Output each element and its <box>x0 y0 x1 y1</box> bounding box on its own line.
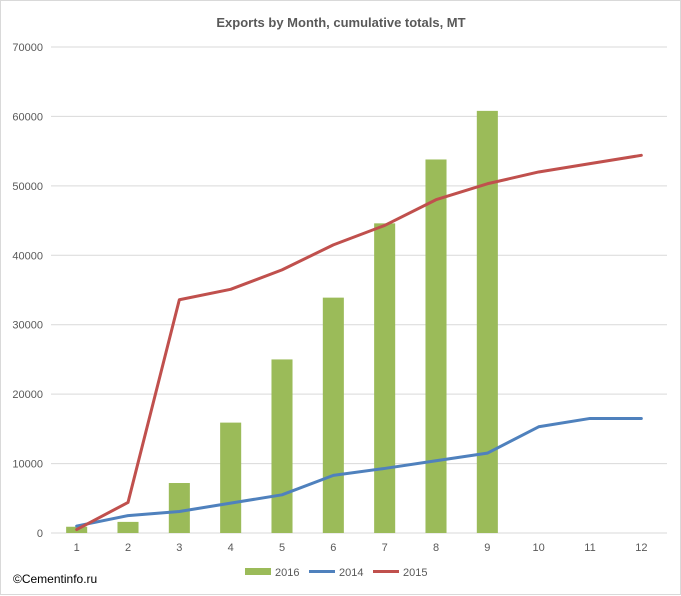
chart-title: Exports by Month, cumulative totals, MT <box>216 15 465 30</box>
y-axis-ticks: 0 10000 20000 30000 40000 50000 60000 70000 <box>12 42 43 540</box>
bar-2016 <box>271 359 293 533</box>
y-tick-label: 40000 <box>12 250 43 262</box>
x-tick-label: 2 <box>125 542 131 554</box>
bar-series <box>66 110 498 534</box>
copyright-label: ©Cementinfo.ru <box>13 572 97 586</box>
x-tick-label: 7 <box>382 542 388 554</box>
y-tick-label: 10000 <box>12 459 43 471</box>
line-2015 <box>75 153 643 532</box>
y-tick-label: 60000 <box>12 111 43 123</box>
y-tick-label: 70000 <box>12 42 43 54</box>
y-tick-label: 50000 <box>12 181 43 193</box>
line-2014 <box>75 416 643 528</box>
x-tick-label: 6 <box>330 542 336 554</box>
bar-2016 <box>425 159 447 533</box>
x-tick-label: 1 <box>74 542 80 554</box>
x-tick-label: 9 <box>484 542 490 554</box>
legend-item-2014: 2014 <box>309 567 363 579</box>
y-tick-label: 0 <box>37 528 43 540</box>
legend-label: 2014 <box>339 567 363 579</box>
bar-2016 <box>476 110 498 534</box>
bar-2016 <box>322 297 344 533</box>
legend-label: 2016 <box>275 567 299 579</box>
bar-2016 <box>374 223 396 533</box>
x-tick-label: 4 <box>228 542 234 554</box>
bar-2016 <box>117 521 139 533</box>
legend-swatch <box>245 568 271 575</box>
x-tick-label: 8 <box>433 542 439 554</box>
x-axis-ticks: 1 2 3 4 5 6 7 8 9 10 11 12 <box>74 542 648 554</box>
x-tick-label: 12 <box>635 542 647 554</box>
line-series <box>75 153 643 532</box>
y-tick-label: 30000 <box>12 320 43 332</box>
x-tick-label: 11 <box>584 542 595 554</box>
legend-item-2015: 2015 <box>373 567 427 579</box>
grid-lines <box>51 46 667 534</box>
x-tick-label: 5 <box>279 542 285 554</box>
legend: 2016 2014 2015 <box>245 567 427 579</box>
y-tick-label: 20000 <box>12 389 43 401</box>
legend-item-2016: 2016 <box>245 567 299 579</box>
legend-label: 2015 <box>403 567 427 579</box>
bar-2016 <box>220 422 242 533</box>
bar-2016 <box>168 483 190 533</box>
x-tick-label: 10 <box>533 542 545 554</box>
x-tick-label: 3 <box>176 542 182 554</box>
